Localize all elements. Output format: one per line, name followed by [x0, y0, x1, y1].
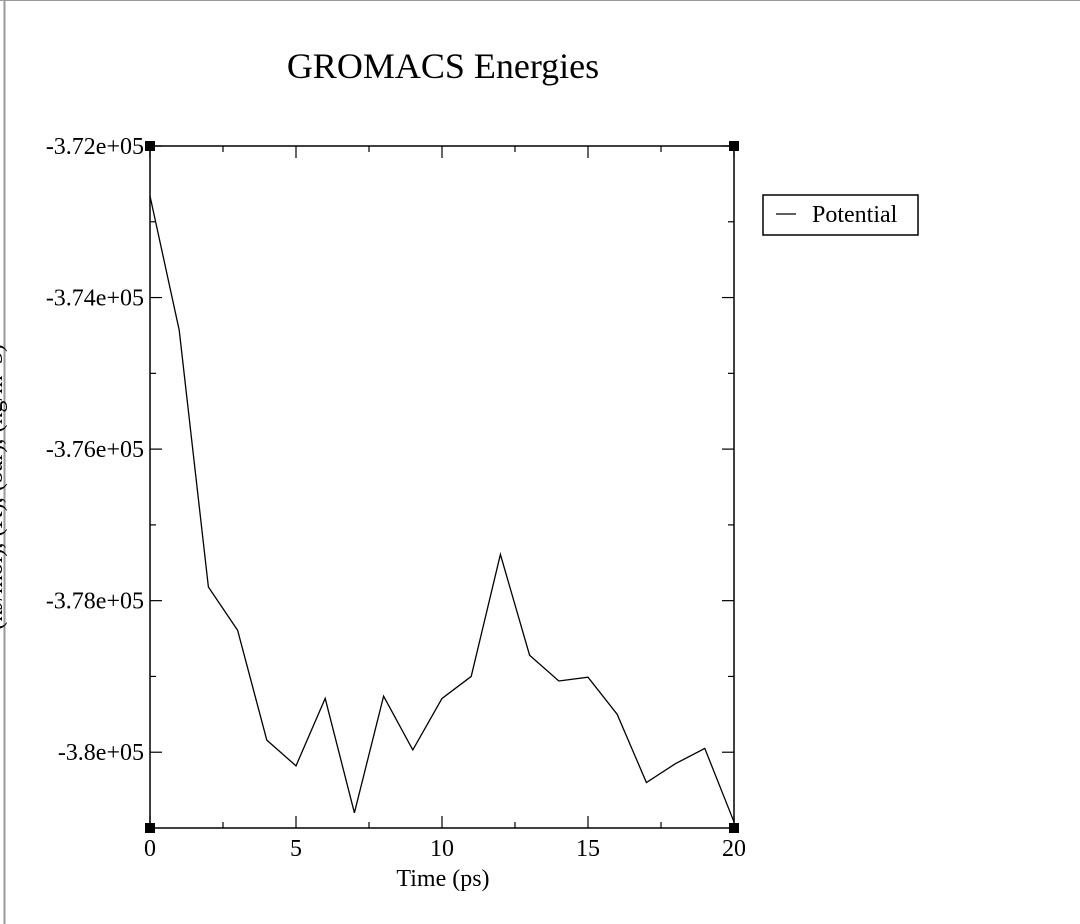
legend-box — [762, 194, 919, 236]
x-tick-label: 10 — [430, 836, 454, 862]
x-tick-label: 0 — [144, 836, 156, 862]
y-tick-label: -3.8e+05 — [58, 740, 144, 766]
data-line — [149, 195, 735, 823]
x-tick-label: 5 — [290, 836, 302, 862]
x-tick-label: 20 — [722, 836, 746, 862]
corner-handle — [145, 141, 155, 151]
y-tick-label: -3.74e+05 — [46, 286, 144, 312]
legend-label: Potential — [812, 202, 898, 228]
corner-handle — [145, 823, 155, 833]
x-axis-label: Time (ps) — [396, 866, 489, 892]
y-tick-label: -3.76e+05 — [46, 437, 144, 463]
corner-handle — [729, 823, 739, 833]
y-tick-label: -3.72e+05 — [46, 134, 144, 160]
x-tick-label: 15 — [576, 836, 600, 862]
chart-title: GROMACS Energies — [287, 46, 599, 86]
corner-handle — [729, 141, 739, 151]
y-tick-label: -3.78e+05 — [46, 589, 144, 615]
y-axis-label: (kJ/mol), (K), (bar), (kg/m^3) — [0, 344, 8, 630]
